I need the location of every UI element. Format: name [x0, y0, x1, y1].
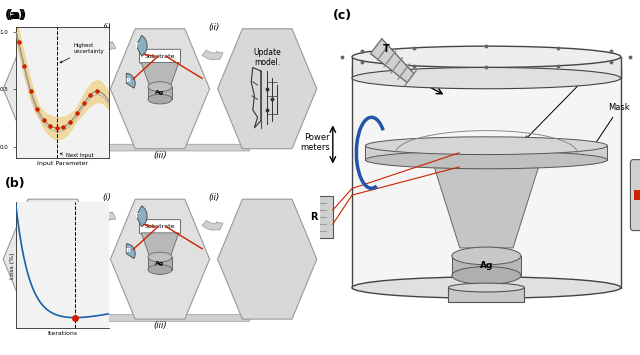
FancyBboxPatch shape — [140, 49, 180, 63]
FancyBboxPatch shape — [352, 57, 621, 78]
Point — [72, 110, 83, 116]
FancyArrowPatch shape — [70, 143, 250, 152]
FancyBboxPatch shape — [452, 256, 521, 275]
Wedge shape — [136, 206, 147, 227]
FancyBboxPatch shape — [634, 190, 640, 201]
Text: R: R — [126, 78, 131, 83]
Ellipse shape — [352, 277, 621, 298]
Text: (ii): (ii) — [208, 193, 220, 202]
FancyArrowPatch shape — [95, 42, 116, 51]
Y-axis label: Probability: Probability — [432, 251, 437, 280]
Polygon shape — [371, 39, 414, 83]
Text: (iii): (iii) — [153, 321, 167, 331]
Text: Mask: Mask — [591, 103, 630, 149]
Text: Substrate: Substrate — [145, 54, 175, 59]
Ellipse shape — [148, 252, 172, 262]
Polygon shape — [141, 62, 179, 84]
Y-axis label: Loss (%): Loss (%) — [10, 252, 15, 279]
FancyArrowPatch shape — [95, 212, 116, 222]
Text: R: R — [126, 248, 131, 253]
Polygon shape — [3, 199, 102, 319]
Text: Ag: Ag — [480, 261, 493, 270]
Wedge shape — [136, 36, 147, 56]
FancyBboxPatch shape — [365, 146, 607, 160]
Ellipse shape — [452, 267, 521, 284]
FancyBboxPatch shape — [140, 220, 180, 234]
Text: Ag: Ag — [156, 261, 164, 266]
Text: T: T — [134, 213, 139, 219]
Polygon shape — [218, 199, 317, 319]
FancyBboxPatch shape — [630, 160, 640, 231]
FancyBboxPatch shape — [352, 67, 621, 288]
Point — [52, 125, 62, 131]
FancyArrowPatch shape — [202, 220, 223, 230]
FancyBboxPatch shape — [449, 288, 524, 302]
Polygon shape — [298, 196, 333, 239]
Text: Fail: Fail — [448, 274, 458, 279]
Text: R: R — [310, 212, 317, 222]
Ellipse shape — [449, 283, 524, 292]
Ellipse shape — [352, 67, 621, 89]
Ellipse shape — [452, 247, 521, 265]
Text: Next Input: Next Input — [60, 153, 93, 158]
Point — [19, 63, 29, 69]
Point — [13, 39, 24, 45]
Text: T: T — [134, 43, 139, 49]
Ellipse shape — [148, 82, 172, 92]
Text: (b): (b) — [5, 178, 26, 191]
Text: Substrate: Substrate — [145, 224, 175, 229]
Text: T: T — [383, 44, 390, 54]
X-axis label: Input Parameter: Input Parameter — [37, 161, 88, 166]
Text: Fail: Fail — [514, 274, 523, 279]
FancyBboxPatch shape — [148, 257, 172, 269]
Point — [45, 123, 56, 129]
Polygon shape — [218, 29, 317, 149]
Ellipse shape — [148, 94, 172, 104]
Ellipse shape — [148, 265, 172, 274]
Wedge shape — [126, 73, 135, 88]
Point — [79, 100, 89, 106]
Polygon shape — [110, 29, 210, 149]
Point — [58, 124, 68, 130]
Text: (iii): (iii) — [153, 151, 167, 160]
Ellipse shape — [365, 151, 607, 169]
Text: (i): (i) — [102, 23, 111, 32]
Text: (i): (i) — [102, 193, 111, 202]
Polygon shape — [141, 233, 179, 255]
Ellipse shape — [352, 46, 621, 67]
Point — [92, 88, 102, 94]
Point — [26, 88, 36, 94]
X-axis label: Measured $x$ - Target $x$: Measured $x$ - Target $x$ — [454, 344, 516, 353]
Ellipse shape — [365, 137, 607, 154]
Text: Success: Success — [482, 274, 504, 279]
Polygon shape — [432, 160, 541, 248]
FancyBboxPatch shape — [148, 87, 172, 99]
Point — [85, 92, 95, 98]
Point — [65, 120, 75, 125]
Text: Highest
uncertainty: Highest uncertainty — [60, 43, 104, 63]
Text: Update
model.: Update model. — [253, 48, 281, 67]
Text: (a): (a) — [5, 9, 25, 22]
Text: (ii): (ii) — [208, 23, 220, 32]
Wedge shape — [126, 244, 135, 258]
Polygon shape — [110, 199, 210, 319]
Point — [32, 106, 42, 111]
Point — [38, 117, 49, 122]
Polygon shape — [3, 29, 102, 149]
FancyArrowPatch shape — [202, 50, 223, 60]
X-axis label: Iterations: Iterations — [47, 331, 77, 336]
Text: Ag: Ag — [156, 91, 164, 95]
Text: (a): (a) — [6, 9, 27, 22]
FancyArrowPatch shape — [70, 313, 250, 323]
Text: Power
meters: Power meters — [300, 132, 330, 152]
Text: (c): (c) — [333, 9, 352, 22]
Text: Substrate
mount: Substrate mount — [525, 62, 612, 140]
